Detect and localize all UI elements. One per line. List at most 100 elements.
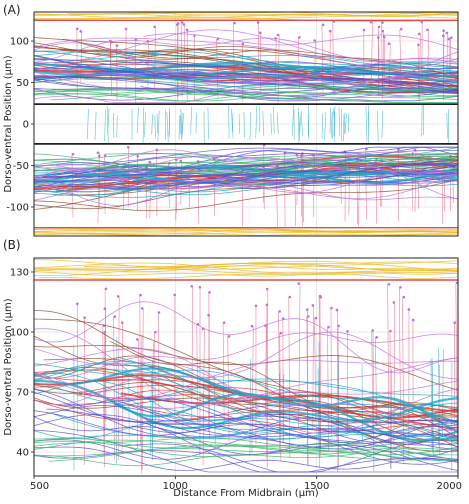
panel-b-trace-point <box>139 294 142 297</box>
panel-a-trace-point <box>127 146 130 149</box>
panel-b-trace-point <box>388 283 391 286</box>
panel-a-trace-point <box>450 36 453 39</box>
panel-a-trace-point <box>183 23 186 26</box>
panel-a-trace-point <box>72 153 75 156</box>
panel-b-y-tick-label: 40 <box>16 448 29 459</box>
panel-b-trace-point <box>330 307 333 310</box>
panel-b-x-axis-label: Distance From Midbrain (µm) <box>173 488 318 499</box>
panel-b-trace-point <box>154 331 157 334</box>
panel-b-trace-point <box>208 291 211 294</box>
panel-b-trace-point <box>346 330 349 333</box>
panel-b-trace-point <box>280 332 283 335</box>
panel-a-trace-point <box>104 154 107 157</box>
panel-a-trace-point <box>448 38 451 41</box>
panel-b-trace-point <box>412 319 415 322</box>
panel-b-trace-point <box>319 296 322 299</box>
panel-b-trace-point <box>375 336 378 339</box>
panel-b-trace-point <box>190 285 193 288</box>
panel-b-trace-point <box>228 335 231 338</box>
panel-b-trace-point <box>121 321 124 324</box>
panel-b-y-tick-label: 70 <box>16 388 29 399</box>
panel-a-trace-point <box>76 28 79 31</box>
panel-a-trace-point <box>181 21 184 24</box>
panel-b-trace-point <box>136 338 139 341</box>
panel-a-trace-point <box>377 36 380 39</box>
panel-b-trace-point <box>266 288 269 291</box>
panel-a-trace-point <box>322 24 325 27</box>
panel-a-y-tick-label: 50 <box>16 78 29 89</box>
panel-b-trace-point <box>393 301 396 304</box>
panel-a: 100 50 0 -50 -100 Dorso-ventral Position (µm)… <box>3 3 458 236</box>
panel-a-y-tick-label: 100 <box>10 37 29 48</box>
panel-b-y-tick-label: 130 <box>10 268 29 279</box>
panel-a-trace-point <box>148 161 151 164</box>
panel-b-trace-point <box>289 296 292 299</box>
panel-b-trace-point <box>336 309 339 312</box>
panel-b-trace-point <box>104 307 107 310</box>
panel-b-trace-point <box>105 287 108 290</box>
panel-b-y-axis-label: Dorso-ventral Position (µm) <box>3 298 14 435</box>
panel-a-trace-point <box>418 33 421 36</box>
panel-b-trace-point <box>307 315 310 318</box>
panel-b-trace-point <box>327 326 330 329</box>
panel-a-trace-point <box>233 22 236 25</box>
panel-a-y-tick-label: 0 <box>23 120 29 131</box>
panel-b-trace-point <box>113 315 116 318</box>
panel-b-trace-point <box>223 321 226 324</box>
panel-a-trace-point <box>313 39 316 42</box>
panel-a-trace-point <box>97 151 100 154</box>
panel-a-trace-point <box>257 21 260 24</box>
panel-b-trace-point <box>199 286 202 289</box>
panel-a-label: (A) <box>3 3 21 17</box>
panel-a-trace-point <box>426 29 429 32</box>
panel-a-trace-point <box>186 29 189 32</box>
panel-b-trace-point <box>158 311 161 314</box>
panel-a-trace-point <box>136 155 139 158</box>
panel-b-trace-point <box>399 286 402 289</box>
panel-a-trace-point <box>442 34 445 37</box>
panel-b-trace-point <box>266 304 269 307</box>
panel-b-trace-point <box>389 330 392 333</box>
panel-a-trace-point <box>363 29 366 32</box>
panel-a-trace-point <box>176 23 179 26</box>
panel-a-trace-point <box>417 43 420 46</box>
panel-b-x-tick-label: 2000 <box>437 481 462 492</box>
panel-a-trace-point <box>277 34 280 37</box>
panel-a-trace-point <box>116 44 119 47</box>
panel-b-trace-point <box>117 295 120 298</box>
panel-b-trace-point <box>311 304 314 307</box>
panel-b-trace-point <box>371 329 374 332</box>
panel-a-trace-point <box>259 31 262 34</box>
panel-a-trace-point <box>388 42 391 45</box>
panel-b-trace-point <box>408 308 411 311</box>
panel-a-y-tick-label: -100 <box>6 202 29 213</box>
panel-a-trace-point <box>378 26 381 29</box>
panel-a-y-axis-label: Dorso-ventral Position (µm) <box>3 55 14 192</box>
panel-a-trace-point <box>298 36 301 39</box>
panel-b-trace-point <box>207 314 210 317</box>
panel-a-trace-point <box>381 30 384 33</box>
panel-b-trace-point <box>103 331 106 334</box>
panel-b-trace-point <box>83 316 86 319</box>
panel-b-trace-point <box>453 321 456 324</box>
panel-a-trace-point <box>98 154 101 157</box>
panel-a-trace-point <box>442 29 445 32</box>
panel-a-trace-point <box>79 30 82 33</box>
panel-a-trace-point <box>400 28 403 31</box>
panel-b-trace-point <box>141 307 144 310</box>
panel-b-trace-point <box>278 310 281 313</box>
panel-a-y-tick-label: -50 <box>13 161 29 172</box>
panel-b-trace-point <box>251 325 254 328</box>
panel-b-trace-point <box>306 308 309 311</box>
panel-b-trace-point <box>403 296 406 299</box>
panel-a-trace-point <box>329 30 332 33</box>
panel-b-trace-point <box>255 304 258 307</box>
panel-b-x-tick-label: 500 <box>30 481 49 492</box>
panel-a-trace-point <box>153 26 156 29</box>
panel-a-trace-point <box>125 28 128 31</box>
panel-a-trace-point <box>446 32 449 35</box>
panel-b-trace-point <box>173 294 176 297</box>
